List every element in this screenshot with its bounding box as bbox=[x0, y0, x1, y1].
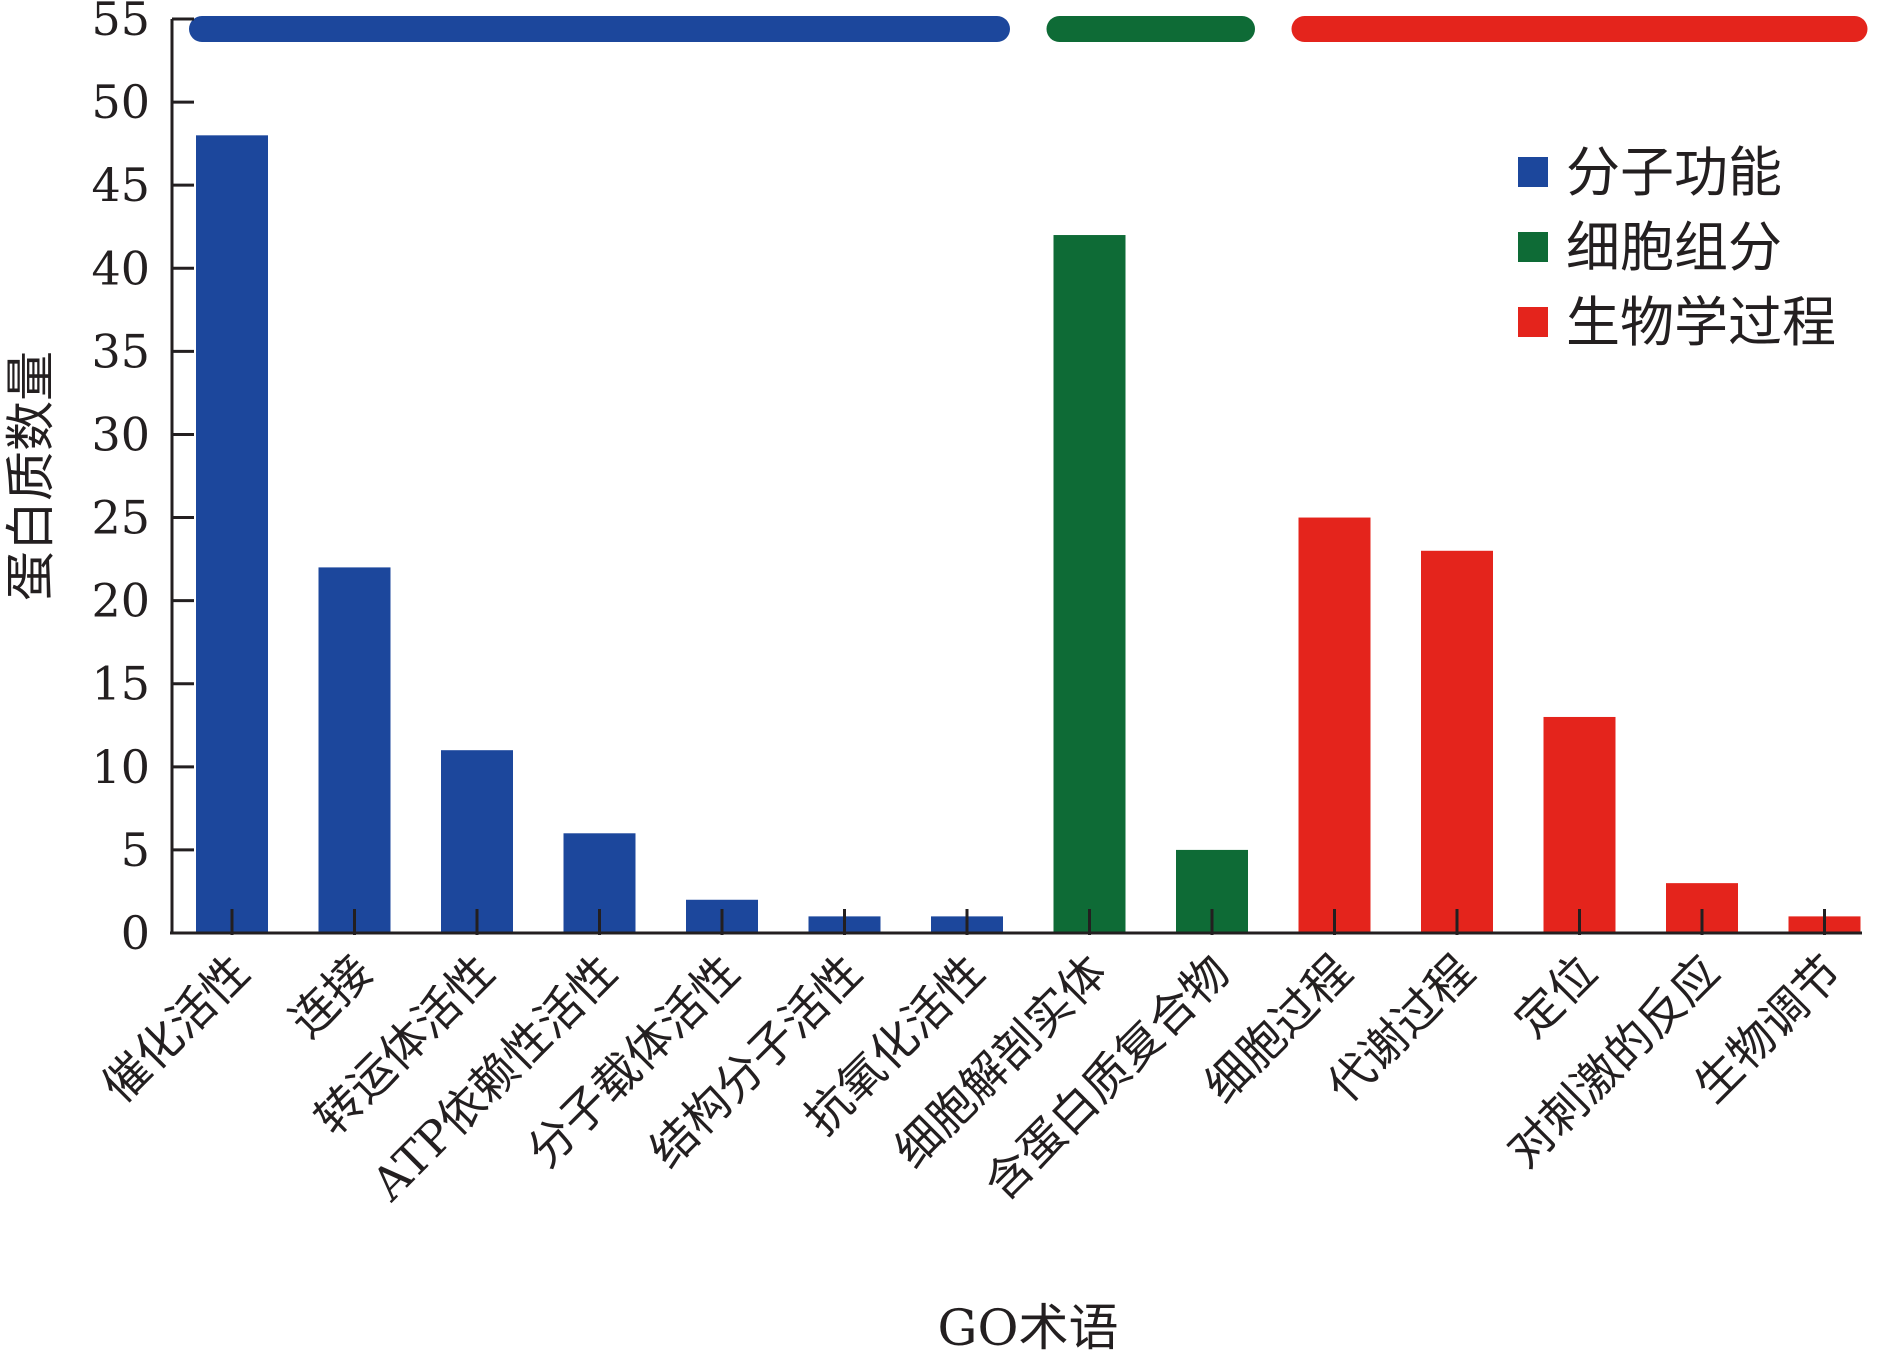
y-tick-label: 20 bbox=[91, 574, 150, 628]
legend-swatch bbox=[1518, 307, 1548, 337]
x-tick-label: 对刺激的反应 bbox=[1496, 945, 1729, 1178]
y-tick-label: 25 bbox=[91, 491, 150, 545]
x-tick-label: 结构分子活性 bbox=[639, 945, 872, 1178]
x-tick-label: 细胞解剖实体 bbox=[884, 945, 1117, 1178]
legend-label: 分子功能 bbox=[1566, 141, 1782, 204]
bar bbox=[1421, 550, 1493, 933]
x-tick-label: 分子载体活性 bbox=[516, 945, 749, 1178]
y-ticks: 0 5 10 15 20 25 30 35 40 45 50 55 bbox=[91, 0, 194, 960]
y-tick-label: 15 bbox=[91, 657, 150, 711]
y-axis-title: 蛋白质数量 bbox=[2, 351, 60, 601]
x-tick-labels: 催化活性 连接转运体活性ATP依赖性活性分子载体活性结构分子活性抗氧化活性细胞解剖… bbox=[91, 945, 1852, 1212]
y-tick-label: 55 bbox=[91, 0, 150, 46]
x-axis-title: GO术语 bbox=[938, 1299, 1119, 1352]
x-tick-label: 连接 bbox=[279, 945, 382, 1048]
bar bbox=[196, 135, 268, 933]
bar bbox=[1543, 716, 1616, 933]
y-tick-label: 50 bbox=[91, 75, 150, 129]
legend-label: 细胞组分 bbox=[1566, 216, 1782, 279]
x-tick-label: 催化活性 bbox=[91, 945, 259, 1113]
y-tick-label: 30 bbox=[91, 407, 150, 461]
y-tick-label: 0 bbox=[121, 906, 150, 960]
bar bbox=[1053, 235, 1126, 933]
bar bbox=[1298, 517, 1371, 933]
legend-label: 生物学过程 bbox=[1566, 291, 1836, 354]
legend-swatch bbox=[1518, 157, 1548, 187]
x-tick-label: 定位 bbox=[1504, 945, 1607, 1048]
y-tick-label: 35 bbox=[91, 324, 150, 378]
y-tick-label: 10 bbox=[91, 740, 150, 794]
legend-swatch bbox=[1518, 232, 1548, 262]
bar bbox=[441, 750, 513, 933]
bar bbox=[318, 567, 391, 933]
x-ticks bbox=[230, 909, 1826, 935]
bars bbox=[196, 135, 1861, 933]
y-tick-label: 40 bbox=[91, 241, 150, 295]
y-tick-label: 45 bbox=[91, 158, 150, 212]
y-tick-label: 5 bbox=[121, 823, 150, 877]
